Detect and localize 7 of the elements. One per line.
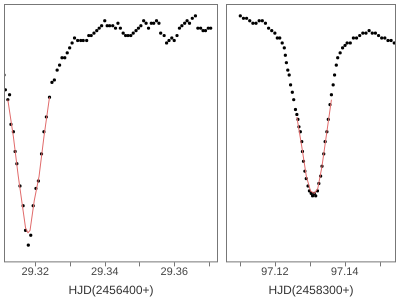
- x-axis-title: HJD(2458300+): [268, 283, 354, 298]
- x-tick-label: 97.12: [261, 266, 289, 278]
- x-tick-label: 29.34: [90, 266, 119, 278]
- x-tick-label: 29.36: [160, 266, 188, 278]
- x-axis-title: HJD(2456400+): [68, 283, 154, 298]
- x-tick-label: 97.14: [330, 266, 358, 278]
- x-tick-label: 29.32: [22, 266, 50, 278]
